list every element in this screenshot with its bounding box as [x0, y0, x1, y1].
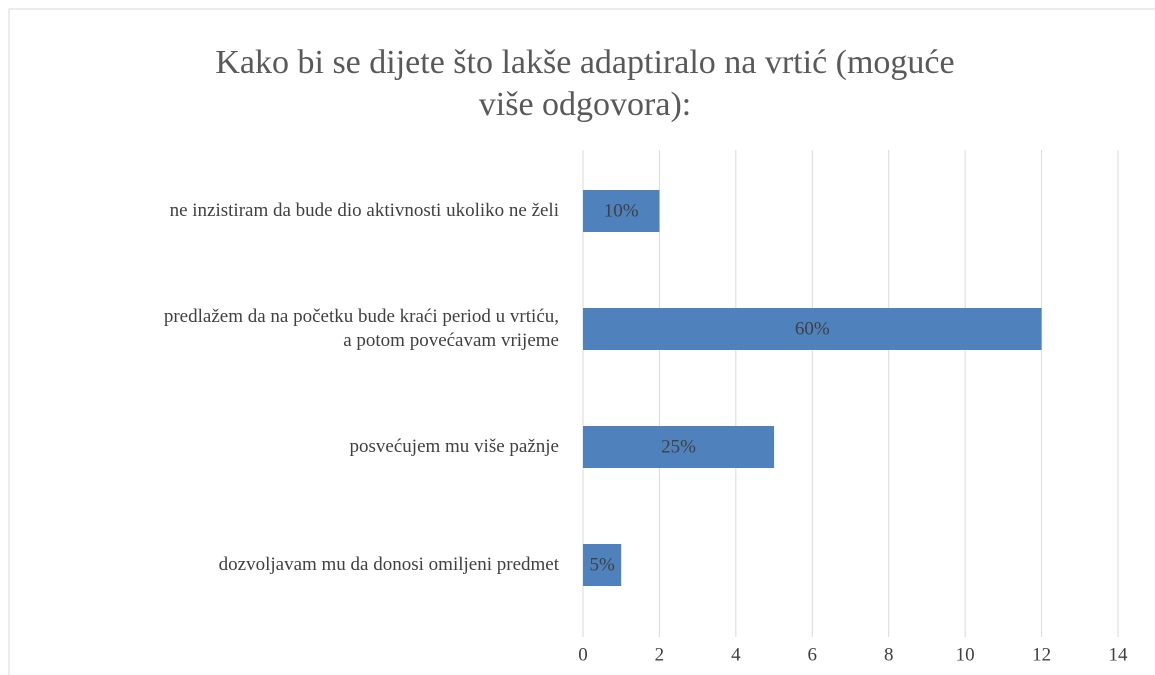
- y-tick-label: posvećujem mu više pažnje: [349, 436, 559, 457]
- x-tick-label: 6: [808, 644, 818, 665]
- x-tick-label: 12: [1032, 644, 1051, 665]
- bar: [583, 426, 775, 468]
- x-tick-label: 14: [1109, 644, 1129, 665]
- x-tick-label: 0: [578, 644, 588, 665]
- data-label: 10%: [604, 200, 639, 221]
- y-tick-label: dozvoljavam mu da donosi omiljeni predme…: [218, 554, 559, 575]
- chart-title: Kako bi se dijete što lakše adaptiralo n…: [215, 44, 955, 123]
- bar: [583, 308, 1042, 350]
- bar: [583, 544, 622, 586]
- x-tick-label: 4: [731, 644, 741, 665]
- x-tick-label: 2: [655, 644, 665, 665]
- data-label: 5%: [589, 554, 615, 575]
- data-label: 60%: [795, 318, 830, 339]
- chart-border: [8, 8, 1155, 675]
- data-label: 25%: [661, 436, 696, 457]
- bar: [583, 190, 660, 232]
- x-tick-label: 10: [956, 644, 975, 665]
- y-tick-label: ne inzistiram da bude dio aktivnosti uko…: [169, 200, 559, 221]
- y-tick-label: predlažem da na početku bude kraći perio…: [163, 306, 559, 351]
- x-tick-label: 8: [884, 644, 894, 665]
